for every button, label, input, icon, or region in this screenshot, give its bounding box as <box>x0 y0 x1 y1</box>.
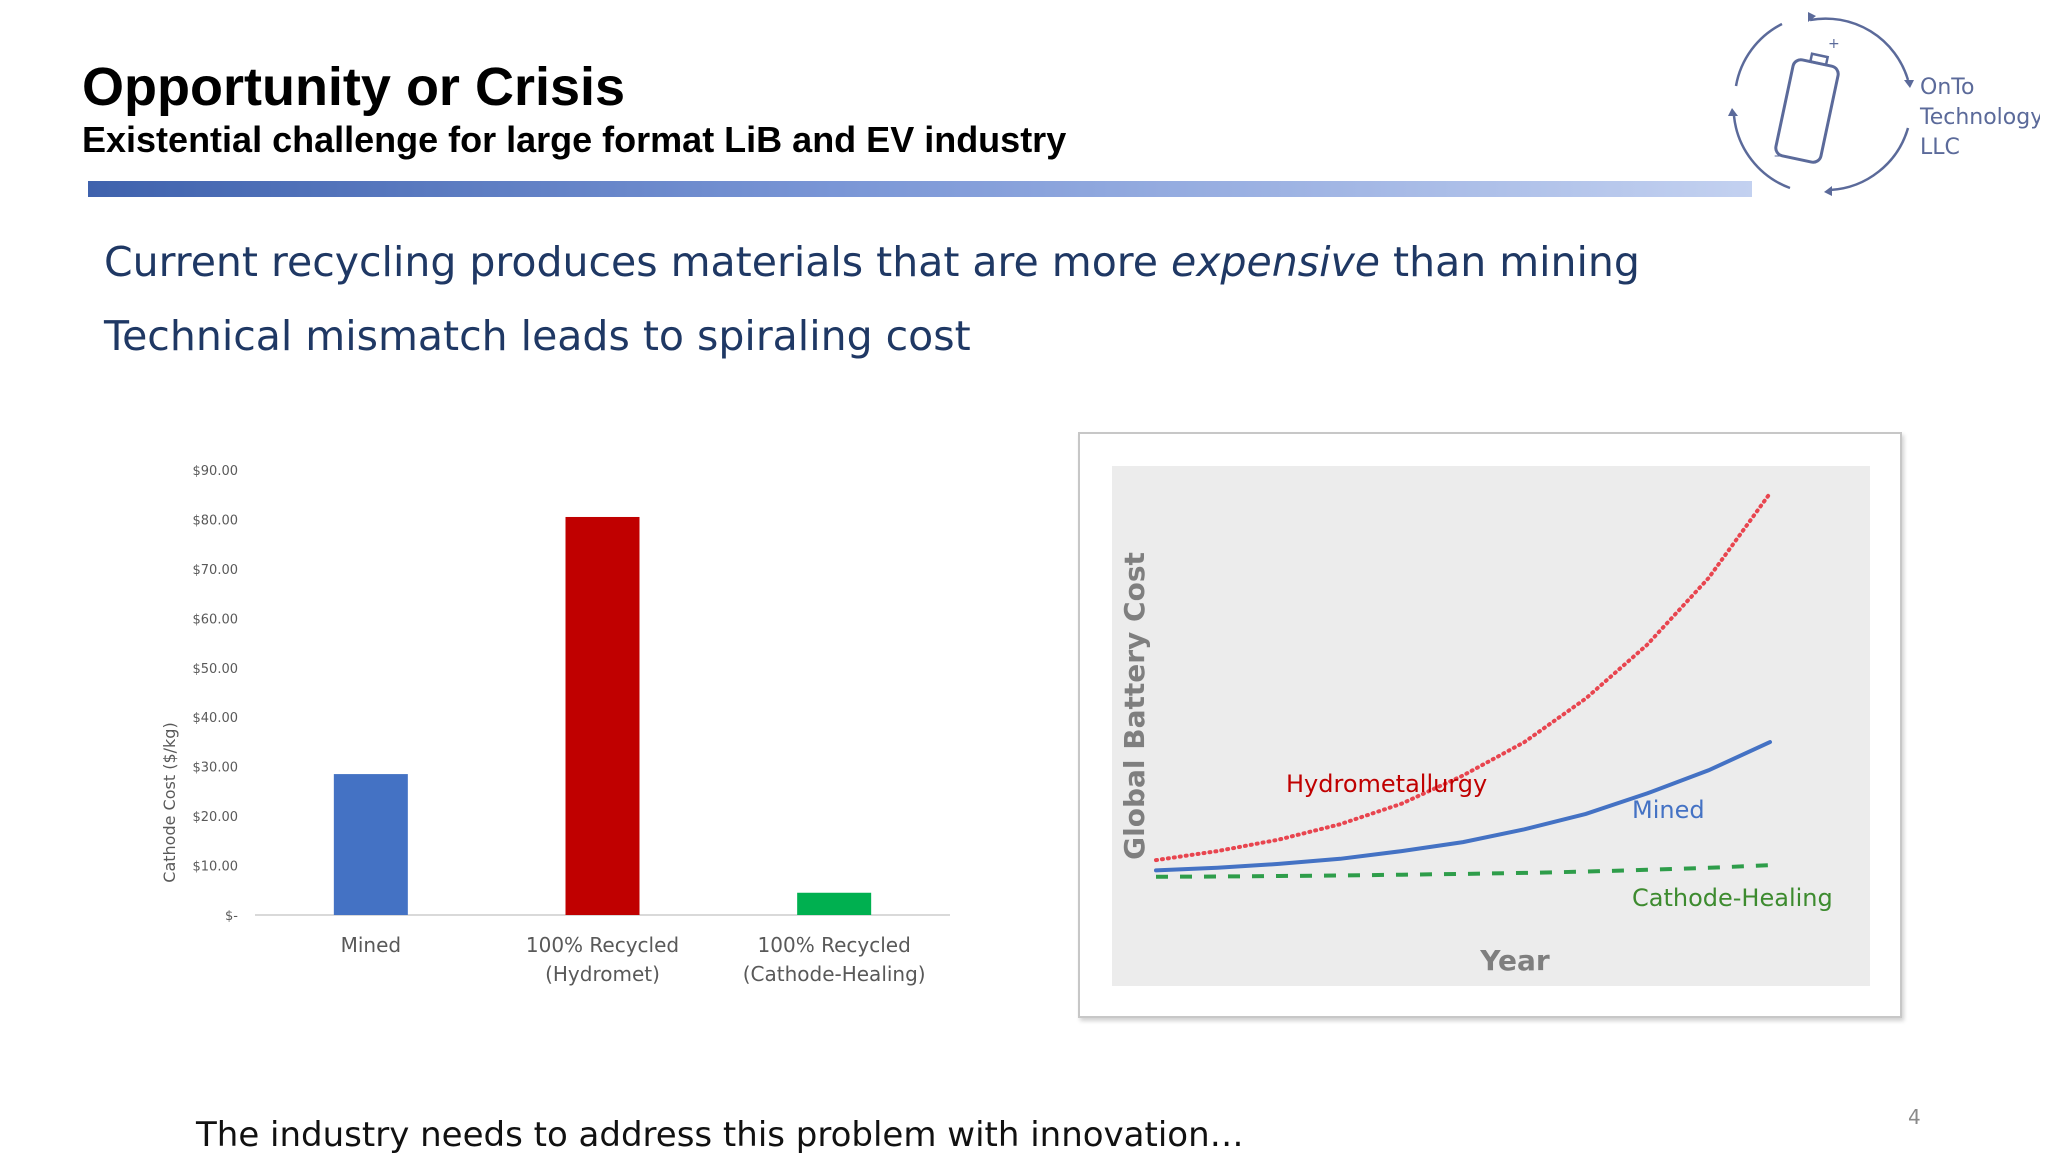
bullet-technical-mismatch: Technical mismatch leads to spiraling co… <box>104 312 971 360</box>
battery-cost-line-chart: Hydrometallurgy Mined Cathode-Healing Year G… <box>1112 466 1870 986</box>
y-tick-label: $40.00 <box>193 711 239 726</box>
bullet-recycling-cost: Current recycling produces materials tha… <box>104 238 1640 286</box>
battery-cycle-icon: + – <box>1728 12 1914 196</box>
y-tick-label: $60.00 <box>193 612 239 627</box>
y-tick-label: $20.00 <box>193 810 239 825</box>
category-label: (Hydromet) <box>545 962 660 986</box>
y-tick-label: $90.00 <box>193 464 239 479</box>
series-label: Cathode-Healing <box>1632 884 1833 912</box>
title-divider <box>88 181 1752 197</box>
logo-line-3: LLC <box>1920 135 1960 160</box>
series-line <box>1154 740 1772 873</box>
bar <box>333 774 408 915</box>
bar <box>797 892 872 915</box>
slide-title: Opportunity or Crisis <box>82 57 626 117</box>
category-label: Mined <box>341 933 402 957</box>
category-label: (Cathode-Healing) <box>743 962 926 986</box>
svg-text:+: + <box>1828 36 1840 52</box>
logo-line-1: OnTo <box>1920 75 1974 100</box>
bullet-text: than mining <box>1379 238 1640 286</box>
battery-cost-chart-frame: Hydrometallurgy Mined Cathode-Healing Year G… <box>1078 432 1902 1018</box>
y-tick-label: $- <box>225 909 238 924</box>
x-axis-label: Year <box>1479 944 1550 977</box>
bullet-text: Current recycling produces materials tha… <box>104 238 1172 286</box>
category-label: 100% Recycled <box>758 933 911 957</box>
slide-subtitle: Existential challenge for large format L… <box>82 119 1067 160</box>
bar <box>565 516 640 915</box>
y-tick-label: $10.00 <box>193 860 239 875</box>
y-tick-label: $50.00 <box>193 662 239 677</box>
category-label: 100% Recycled <box>526 933 679 957</box>
series-line <box>1155 863 1771 879</box>
svg-text:–: – <box>1774 148 1781 164</box>
plot-area <box>1112 466 1870 986</box>
bullet-emphasis: expensive <box>1171 238 1380 286</box>
logo-line-2: Technology <box>1919 105 2040 130</box>
cathode-cost-bar-chart: $- $10.00 $20.00 $30.00 $40.00 $50.00 $60.00 $7… <box>160 464 950 986</box>
footer-statement: The industry needs to address this probl… <box>196 1115 1244 1155</box>
onto-technology-logo: + – OnTo Technology LLC <box>1728 12 2040 196</box>
page-number: 4 <box>1908 1105 1921 1129</box>
y-axis-label: Global Battery Cost <box>1118 552 1151 860</box>
series-line <box>1154 491 1772 863</box>
y-tick-label: $30.00 <box>193 761 239 776</box>
series-label: Mined <box>1632 796 1705 824</box>
series-label: Hydrometallurgy <box>1286 770 1487 798</box>
y-axis-label: Cathode Cost ($/kg) <box>160 722 179 882</box>
y-tick-label: $70.00 <box>193 563 239 578</box>
y-tick-label: $80.00 <box>193 513 239 528</box>
